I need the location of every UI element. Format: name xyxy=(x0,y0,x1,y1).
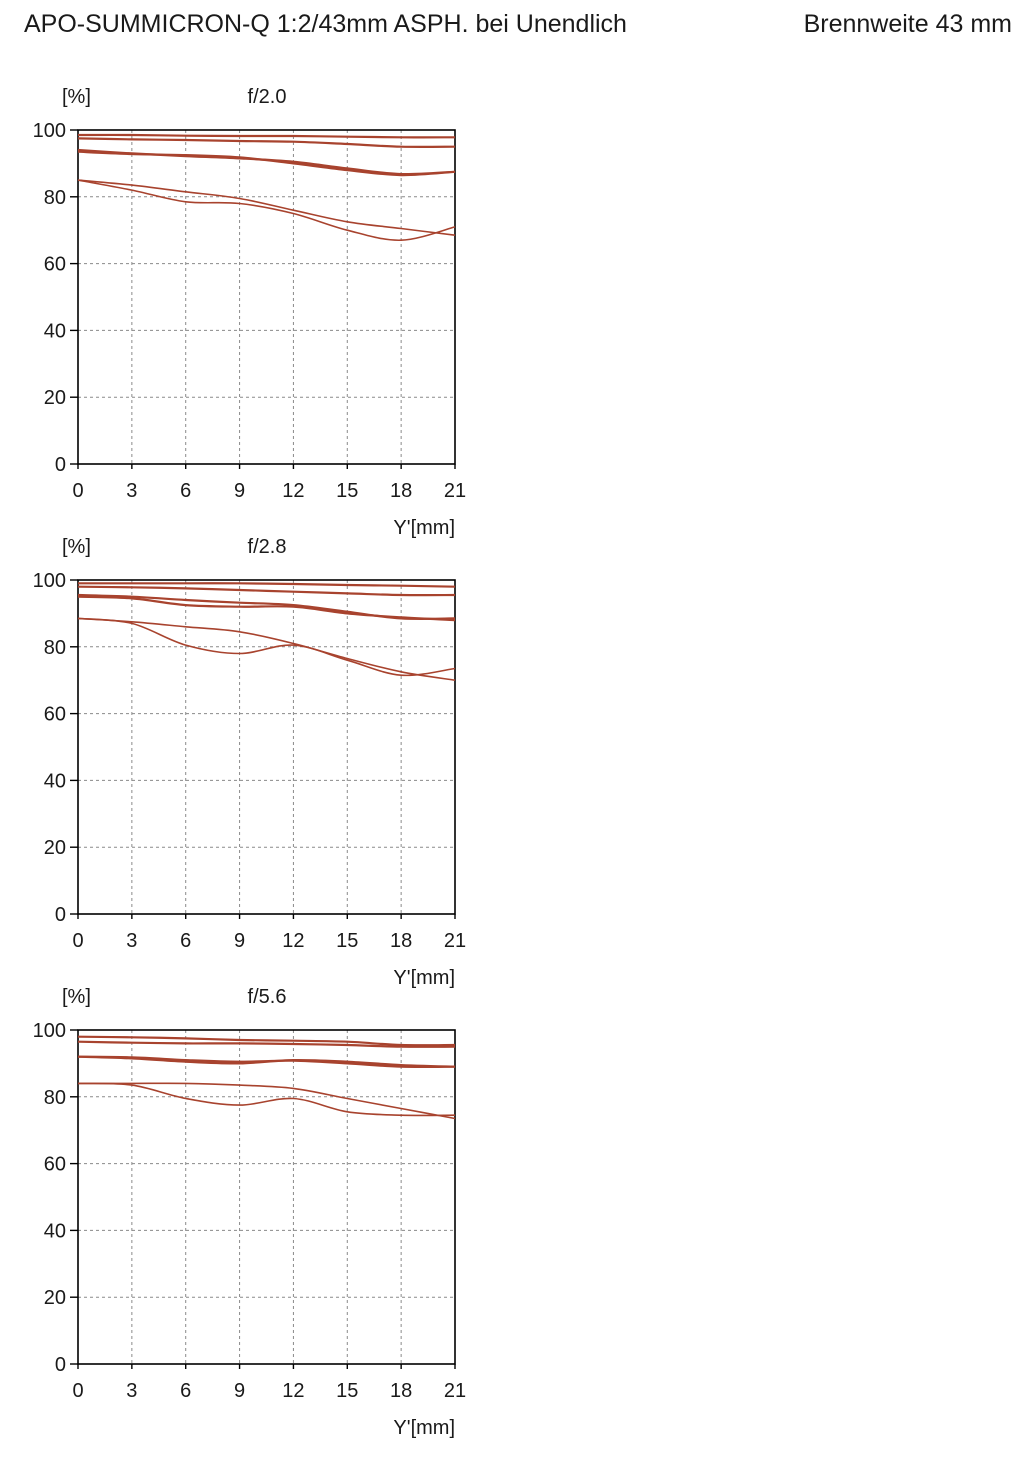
series-line-6 xyxy=(77,1082,456,1117)
y-tick-label: 60 xyxy=(44,704,66,726)
x-tick-label: 12 xyxy=(282,480,304,502)
y-tick-label: 0 xyxy=(55,904,66,926)
y-tick-label: 40 xyxy=(44,1220,66,1242)
chart-svg: 0 20 40 60 80 100 0 3 6 9 12 15 18 21 [%] f/2.0 Y'[mm] xyxy=(33,86,467,539)
x-tick-label: 18 xyxy=(390,1380,412,1402)
x-tick-label: 15 xyxy=(336,930,358,952)
x-tick-label: 9 xyxy=(234,930,245,952)
x-tick-label: 3 xyxy=(126,480,137,502)
x-tick-label: 21 xyxy=(444,930,466,952)
x-tick-label: 12 xyxy=(282,930,304,952)
chart-title: f/2.0 xyxy=(248,86,287,108)
series-line-4 xyxy=(77,595,456,622)
y-axis-label: [%] xyxy=(62,986,91,1008)
y-tick-label: 80 xyxy=(44,1087,66,1109)
plot-frame xyxy=(77,579,456,915)
y-tick-label: 20 xyxy=(44,837,66,859)
x-tick-label: 9 xyxy=(234,480,245,502)
x-tick-label: 18 xyxy=(390,930,412,952)
y-tick-label: 40 xyxy=(44,770,66,792)
chart-title: f/2.8 xyxy=(248,536,287,558)
mtf-chart-f5-6: 0 20 40 60 80 100 0 3 6 9 12 15 18 21 [%] f/5.6 Y'[mm] xyxy=(0,980,520,1440)
page-title: APO-SUMMICRON-Q 1:2/43mm ASPH. bei Unend… xyxy=(24,10,627,38)
x-tick-label: 6 xyxy=(180,930,191,952)
plot-frame xyxy=(77,129,456,465)
x-tick-label: 6 xyxy=(180,1380,191,1402)
plot-frame xyxy=(77,1029,456,1365)
series-line-6 xyxy=(77,617,456,677)
y-tick-label: 0 xyxy=(55,454,66,476)
mtf-chart-f2-8: 0 20 40 60 80 100 0 3 6 9 12 15 18 21 [%] f/2.8 Y'[mm] xyxy=(0,530,520,990)
x-tick-label: 3 xyxy=(126,1380,137,1402)
series-line-6 xyxy=(77,179,456,242)
x-tick-label: 18 xyxy=(390,480,412,502)
chart-title: f/5.6 xyxy=(248,986,287,1008)
series-line-4 xyxy=(77,1055,456,1068)
x-tick-label: 9 xyxy=(234,1380,245,1402)
chart-svg: 0 20 40 60 80 100 0 3 6 9 12 15 18 21 [%] f/5.6 Y'[mm] xyxy=(33,986,467,1439)
x-tick-label: 12 xyxy=(282,1380,304,1402)
x-axis-label: Y'[mm] xyxy=(393,967,455,989)
series-line-2 xyxy=(77,1040,456,1048)
series-line-5 xyxy=(77,179,456,236)
x-tick-label: 21 xyxy=(444,480,466,502)
y-axis-label: [%] xyxy=(62,86,91,108)
y-tick-label: 20 xyxy=(44,387,66,409)
series-line-5 xyxy=(77,617,456,681)
x-axis-label: Y'[mm] xyxy=(393,517,455,539)
y-tick-label: 60 xyxy=(44,1154,66,1176)
y-tick-label: 100 xyxy=(33,120,66,142)
y-tick-label: 0 xyxy=(55,1354,66,1376)
y-tick-label: 100 xyxy=(33,570,66,592)
focal-length-label: Brennweite 43 mm xyxy=(803,10,1012,38)
mtf-chart-f2-0: 0 20 40 60 80 100 0 3 6 9 12 15 18 21 [%] f/2.0 Y'[mm] xyxy=(0,80,520,540)
series-line-1 xyxy=(78,582,456,588)
series-line-2 xyxy=(77,585,456,597)
series-line-1 xyxy=(77,133,456,139)
x-tick-label: 0 xyxy=(72,930,83,952)
x-axis-label: Y'[mm] xyxy=(393,1417,455,1439)
series-line-5 xyxy=(77,1082,456,1120)
y-tick-label: 80 xyxy=(44,187,66,209)
x-tick-label: 15 xyxy=(336,480,358,502)
chart-svg: 0 20 40 60 80 100 0 3 6 9 12 15 18 21 [%] f/2.8 Y'[mm] xyxy=(33,536,467,989)
series-line-4 xyxy=(77,150,456,177)
x-tick-label: 0 xyxy=(72,1380,83,1402)
x-tick-label: 15 xyxy=(336,1380,358,1402)
y-tick-label: 20 xyxy=(44,1287,66,1309)
y-axis-label: [%] xyxy=(62,536,91,558)
series-line-1 xyxy=(77,1035,456,1047)
x-tick-label: 6 xyxy=(180,480,191,502)
x-tick-label: 0 xyxy=(72,480,83,502)
x-tick-label: 3 xyxy=(126,930,137,952)
series-line-2 xyxy=(77,137,456,148)
x-tick-label: 21 xyxy=(444,1380,466,1402)
y-tick-label: 60 xyxy=(44,254,66,276)
y-tick-label: 80 xyxy=(44,637,66,659)
y-tick-label: 40 xyxy=(44,320,66,342)
y-tick-label: 100 xyxy=(33,1020,66,1042)
